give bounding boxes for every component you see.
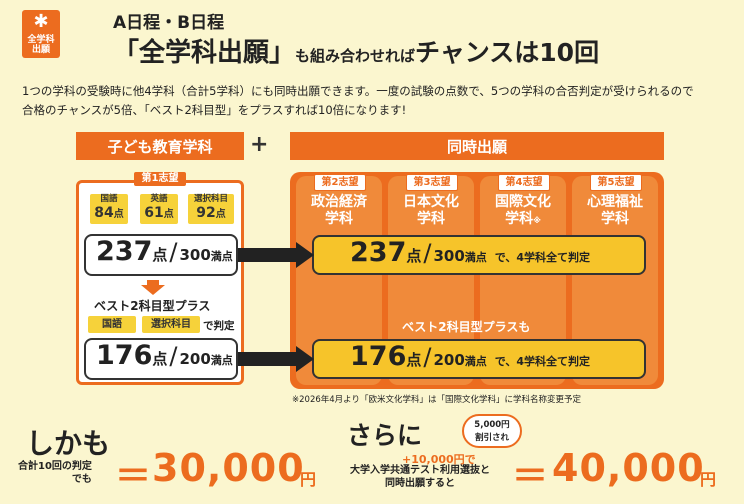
footnote: ※2026年4月より「欧米文化学科」は「国際文化学科」に学科名称変更予定 — [292, 395, 581, 405]
best-suffix: で判定 — [203, 320, 235, 332]
bar-score: 237 — [350, 237, 407, 268]
logo-line2: 出願 — [31, 45, 50, 55]
subject-name: 選択科目 — [193, 194, 228, 204]
footnote-mark: ※ — [533, 216, 541, 225]
department-name: 国際文化 学科※ — [495, 194, 551, 227]
left-condition: 合計10回の判定 でも — [18, 461, 92, 485]
title-main: 「全学科出願」 — [113, 38, 296, 68]
description-line1: 1つの学科の受験時に他4学科（合計5学科）にも同時出願できます。一度の試験の点数… — [22, 84, 694, 98]
subject-score: 61 — [144, 205, 164, 221]
subject-tag: 選択科目 92点 — [188, 194, 234, 224]
right-header: 同時出願 — [290, 132, 664, 160]
department-name: 政治経済 学科 — [311, 194, 367, 227]
result-bar: 176 点/200 満点 で、4学科全て判定 — [312, 339, 646, 379]
total-score-box: 237 点/300 満点 — [84, 234, 238, 276]
department-name: 日本文化 学科 — [403, 194, 459, 227]
left-header: 子ども教育学科 — [76, 132, 244, 160]
best-label-right: ベスト2科目型プラスも — [402, 320, 531, 334]
page-title: 「全学科出願」も組み合わせればチャンスは10回 — [113, 32, 599, 69]
subject-tag: 英語 61点 — [140, 194, 178, 224]
page-subtitle: A日程・B日程 — [113, 13, 225, 33]
best-subject-tag: 国語 — [88, 316, 136, 333]
subject-score: 84 — [94, 205, 114, 221]
total-score: 237 — [96, 236, 153, 267]
shikamo-heading: しかも — [26, 427, 111, 460]
best-label: ベスト2科目型プラス — [94, 299, 211, 313]
choice-tag: 第3志望 — [406, 174, 458, 191]
choice-tag: 第5志望 — [590, 174, 642, 191]
description: 1つの学科の受験時に他4学科（合計5学科）にも同時出願できます。一度の試験の点数… — [22, 82, 732, 120]
title-chance: チャンスは10回 — [415, 38, 600, 67]
sarani-heading: さらに — [347, 421, 423, 450]
subject-tag: 国語 84点 — [90, 194, 128, 224]
equals-sign: ＝ — [115, 456, 152, 497]
title-mid: も組み合わせれば — [295, 47, 416, 65]
best-score: 176 — [96, 340, 153, 371]
discount-bubble: 5,000円 割引され — [462, 414, 522, 448]
price-right: 40,000 — [552, 446, 705, 490]
department-name: 心理福祉 学科 — [587, 194, 643, 227]
plus-amount: +10,000円で — [402, 453, 476, 466]
right-arrow-icon — [296, 346, 314, 372]
logo-line1: 全学科 — [27, 35, 55, 45]
plus-sign: + — [250, 132, 269, 157]
description-line2: 合格のチャンスが5倍、「ベスト2科目型」をプラスすれば10倍になります! — [22, 103, 407, 117]
first-choice-tag: 第1志望 — [134, 172, 186, 186]
price-left: 30,000 — [152, 446, 305, 490]
yen-left: 円 — [300, 470, 317, 489]
total-max: 300 — [179, 246, 211, 264]
choice-tag: 第4志望 — [498, 174, 550, 191]
subject-score: 92 — [196, 205, 216, 221]
logo-symbol-icon: ✱ — [33, 11, 49, 32]
yen-right: 円 — [700, 470, 717, 489]
right-arrow-stem — [238, 248, 298, 262]
right-arrow-stem — [238, 352, 298, 366]
bar-score: 176 — [350, 341, 407, 372]
right-arrow-icon — [296, 242, 314, 268]
logo: ✱ 全学科 出願 — [22, 10, 60, 58]
down-arrow-stem — [147, 280, 159, 286]
subject-name: 英語 — [150, 194, 168, 204]
result-bar: 237 点/300 満点 で、4学科全て判定 — [312, 235, 646, 275]
subject-name: 国語 — [100, 194, 118, 204]
equals-sign: ＝ — [512, 456, 549, 497]
choice-tag: 第2志望 — [314, 174, 366, 191]
best-subject-tag: 選択科目 — [142, 316, 200, 333]
down-arrow-icon — [141, 285, 165, 295]
best-score-box: 176 点/200 満点 — [84, 338, 238, 380]
best-max: 200 — [179, 350, 211, 368]
right-condition: 大学入学共通テスト利用選抜と 同時出願すると — [350, 465, 490, 489]
